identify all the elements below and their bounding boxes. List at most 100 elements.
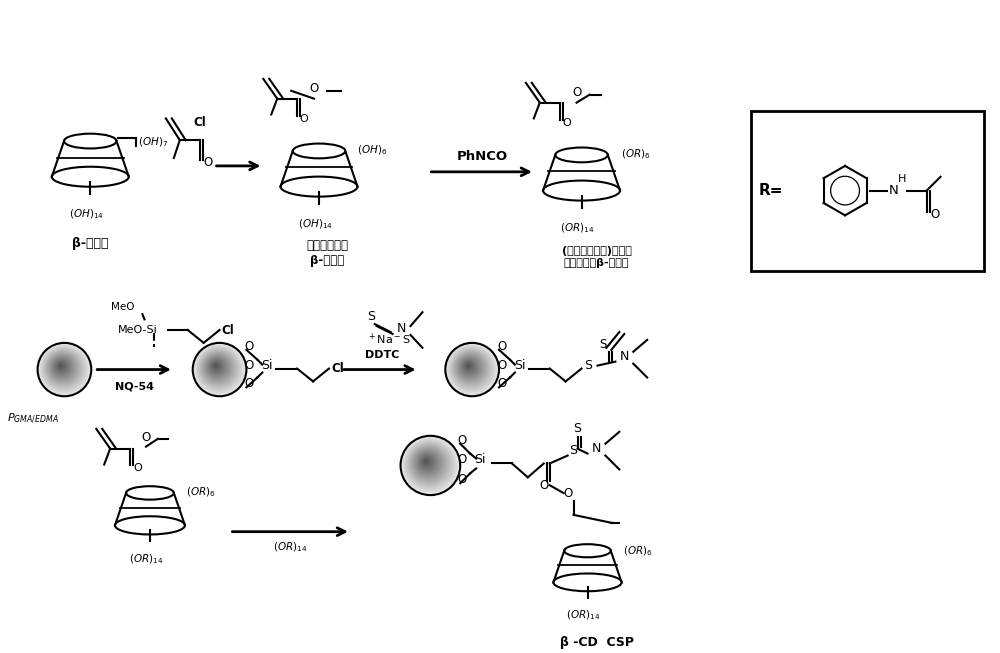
Text: O: O (141, 431, 151, 444)
Ellipse shape (43, 348, 84, 389)
Ellipse shape (457, 354, 484, 381)
Text: $(OH)_{14}$: $(OH)_{14}$ (69, 208, 104, 221)
Ellipse shape (420, 454, 434, 470)
Ellipse shape (408, 443, 450, 485)
Ellipse shape (212, 362, 221, 371)
Ellipse shape (411, 446, 446, 481)
Text: MeO-Si: MeO-Si (118, 325, 158, 335)
Ellipse shape (52, 358, 71, 376)
Text: O: O (497, 377, 507, 390)
Text: β -CD  CSP: β -CD CSP (560, 636, 634, 649)
Ellipse shape (419, 454, 435, 470)
Ellipse shape (423, 458, 429, 464)
Ellipse shape (411, 447, 446, 481)
Ellipse shape (205, 355, 230, 380)
Ellipse shape (458, 355, 482, 379)
Text: O: O (245, 358, 254, 372)
Text: DDTC: DDTC (365, 350, 400, 360)
Text: O: O (539, 479, 548, 492)
Ellipse shape (401, 436, 460, 495)
Text: O: O (245, 377, 254, 390)
Text: Si: Si (514, 358, 526, 372)
Ellipse shape (55, 360, 67, 372)
Ellipse shape (213, 362, 219, 370)
Text: O: O (134, 464, 142, 473)
Ellipse shape (462, 360, 476, 374)
Text: O: O (458, 434, 467, 447)
Ellipse shape (212, 362, 220, 370)
Ellipse shape (416, 451, 439, 474)
Ellipse shape (456, 353, 485, 383)
Ellipse shape (211, 361, 222, 372)
Text: $(OR)_6$: $(OR)_6$ (621, 147, 651, 161)
Ellipse shape (455, 353, 486, 383)
Ellipse shape (406, 441, 453, 487)
Ellipse shape (413, 449, 443, 478)
Ellipse shape (404, 439, 456, 491)
Ellipse shape (55, 360, 68, 374)
Text: O: O (309, 82, 319, 95)
Ellipse shape (449, 346, 494, 392)
Text: Cl: Cl (222, 323, 234, 336)
Text: $(OR)_6$: $(OR)_6$ (623, 545, 653, 558)
Ellipse shape (464, 362, 474, 371)
Ellipse shape (51, 357, 73, 378)
Ellipse shape (458, 356, 481, 379)
Ellipse shape (208, 358, 226, 376)
Ellipse shape (206, 356, 229, 379)
Text: O: O (458, 473, 467, 486)
Ellipse shape (50, 355, 75, 380)
Ellipse shape (422, 457, 431, 466)
Ellipse shape (448, 345, 495, 392)
Ellipse shape (198, 349, 239, 389)
Ellipse shape (48, 353, 77, 383)
Text: R=: R= (758, 183, 783, 198)
Ellipse shape (418, 453, 436, 471)
Text: H: H (898, 174, 906, 183)
Ellipse shape (47, 353, 78, 383)
Ellipse shape (209, 359, 224, 374)
Text: S: S (570, 443, 578, 456)
Ellipse shape (452, 349, 490, 387)
Ellipse shape (447, 345, 497, 394)
Text: S: S (600, 338, 607, 351)
Ellipse shape (425, 460, 427, 462)
Ellipse shape (210, 360, 222, 372)
Text: N: N (889, 184, 899, 197)
Ellipse shape (214, 364, 218, 368)
Ellipse shape (415, 450, 441, 476)
Text: O: O (497, 358, 507, 372)
Ellipse shape (195, 345, 243, 393)
Text: N: N (397, 322, 406, 335)
Text: S: S (574, 422, 582, 435)
Ellipse shape (405, 440, 454, 489)
Ellipse shape (409, 444, 449, 484)
Ellipse shape (449, 347, 494, 391)
Ellipse shape (52, 357, 72, 377)
Ellipse shape (42, 347, 86, 391)
Ellipse shape (465, 362, 472, 370)
Ellipse shape (49, 354, 76, 381)
Ellipse shape (42, 347, 85, 390)
Text: O: O (300, 114, 308, 125)
Ellipse shape (461, 358, 477, 375)
Ellipse shape (201, 351, 235, 385)
Ellipse shape (40, 345, 87, 392)
Ellipse shape (462, 359, 477, 374)
Text: O: O (572, 86, 581, 99)
Text: $(OR)_{14}$: $(OR)_{14}$ (566, 608, 601, 622)
Ellipse shape (204, 354, 231, 381)
Ellipse shape (58, 362, 64, 370)
Ellipse shape (408, 443, 451, 486)
Ellipse shape (453, 351, 488, 385)
Text: N: N (591, 441, 601, 454)
Ellipse shape (208, 358, 226, 375)
Ellipse shape (202, 353, 233, 383)
Text: Si: Si (262, 358, 273, 372)
Text: N: N (619, 349, 629, 362)
Text: $(OH)_{14}$: $(OH)_{14}$ (298, 217, 333, 231)
Ellipse shape (448, 345, 496, 393)
Ellipse shape (415, 451, 440, 475)
Ellipse shape (60, 365, 61, 366)
Ellipse shape (402, 438, 458, 492)
